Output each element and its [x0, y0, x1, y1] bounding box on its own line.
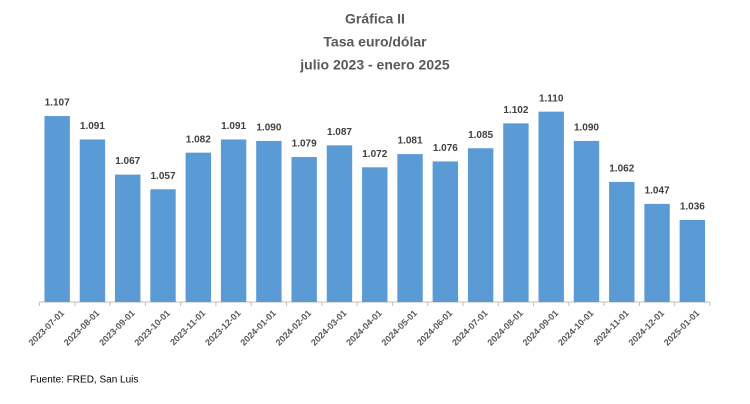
chart-title: Tasa euro/dólar	[323, 34, 427, 50]
data-label: 1.090	[256, 123, 281, 134]
bar	[397, 154, 423, 302]
bar	[644, 203, 670, 302]
bar	[326, 145, 353, 302]
data-label: 1.067	[115, 156, 140, 167]
data-label: 1.102	[503, 105, 528, 116]
bar	[362, 167, 388, 302]
bar	[220, 139, 247, 302]
data-label: 1.085	[468, 130, 493, 141]
data-label: 1.047	[645, 186, 670, 197]
bar	[150, 189, 176, 302]
data-label: 1.107	[45, 98, 70, 109]
bar	[432, 161, 459, 302]
bar	[44, 116, 70, 303]
bar	[115, 174, 141, 302]
data-label: 1.079	[292, 139, 317, 150]
data-label: 1.072	[362, 149, 387, 160]
bar	[538, 111, 564, 303]
data-label: 1.036	[680, 202, 705, 213]
bar	[679, 220, 706, 302]
chart-title: Gráfica II	[345, 11, 405, 27]
bar	[79, 139, 106, 302]
bar	[185, 152, 212, 302]
data-label: 1.057	[150, 171, 175, 182]
data-label: 1.091	[80, 121, 105, 132]
bar	[291, 157, 317, 302]
data-label: 1.087	[327, 127, 352, 138]
data-label: 1.076	[433, 143, 458, 154]
data-label: 1.091	[221, 121, 246, 132]
data-label: 1.090	[574, 123, 599, 134]
data-label: 1.081	[398, 136, 423, 147]
data-label: 1.110	[539, 93, 564, 104]
data-label: 1.062	[609, 164, 634, 175]
bar	[609, 181, 635, 302]
source-note: Fuente: FRED, San Luis	[30, 375, 138, 386]
bar	[573, 140, 600, 302]
chart-title: julio 2023 - enero 2025	[299, 57, 450, 73]
data-label: 1.082	[186, 134, 211, 145]
bar	[503, 123, 529, 302]
bar	[256, 140, 282, 302]
bar	[467, 148, 494, 302]
